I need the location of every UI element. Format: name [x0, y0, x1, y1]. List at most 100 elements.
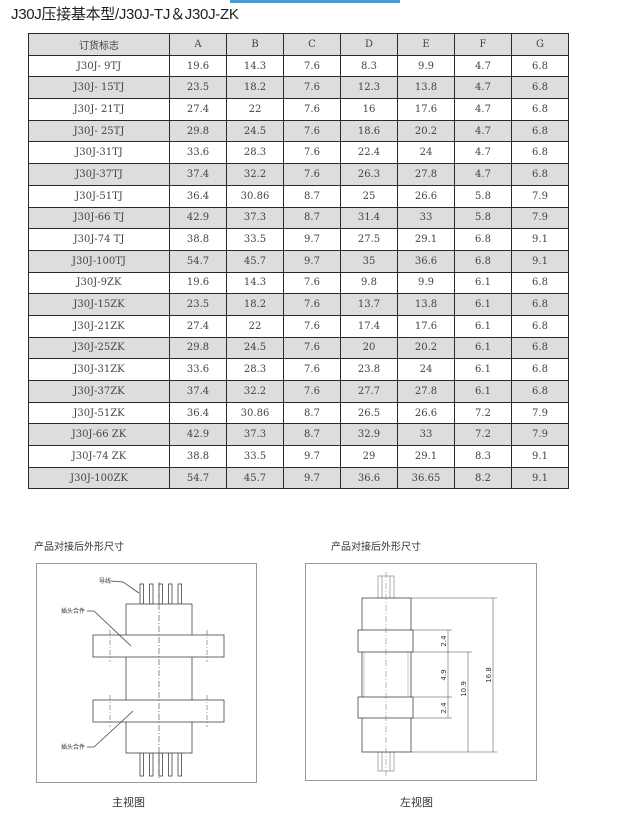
- table-row: J30J-74 ZK 38.8 33.5 9.7 29 29.1 8.3 9.1: [28, 445, 569, 468]
- dim-inner: 10.9: [460, 681, 468, 697]
- dimension-cell: 7.6: [283, 336, 341, 360]
- dimension-cell: 33: [397, 423, 455, 447]
- dimension-cell: 7.6: [283, 141, 341, 165]
- part-number-cell: J30J-100TJ: [28, 249, 170, 273]
- dimension-cell: 6.8: [511, 76, 569, 100]
- dimension-cell: 26.6: [397, 401, 455, 425]
- dimension-cell: 8.7: [283, 184, 341, 208]
- part-number-cell: J30J-9ZK: [28, 271, 170, 295]
- dimension-cell: 6.8: [511, 271, 569, 295]
- table-row: J30J-100TJ 54.7 45.7 9.7 35 36.6 6.8 9.1: [28, 249, 569, 273]
- dimension-cell: 7.6: [283, 76, 341, 100]
- table-row: J30J-25ZK 29.8 24.5 7.6 20 20.2 6.1 6.8: [28, 336, 569, 360]
- dimension-cell: 38.8: [169, 445, 227, 468]
- part-number-cell: J30J- 21TJ: [28, 98, 170, 121]
- part-number-cell: J30J-37ZK: [28, 380, 170, 403]
- part-number-cell: J30J-66 TJ: [28, 206, 170, 230]
- dimension-cell: 9.7: [283, 228, 341, 251]
- dimension-cell: 8.7: [283, 206, 341, 230]
- dimension-cell: 7.6: [283, 271, 341, 295]
- flange-bottom: [92, 699, 225, 723]
- dimension-cell: 22: [226, 314, 284, 338]
- part-number-cell: J30J-51TJ: [28, 184, 170, 208]
- flange-bottom: [357, 696, 414, 719]
- dimension-cell: 9.1: [511, 466, 569, 490]
- dimension-cell: 6.8: [511, 98, 569, 121]
- dimension-cell: 18.2: [226, 76, 284, 100]
- dimension-cell: 7.2: [454, 401, 512, 425]
- wires-top: [139, 583, 182, 605]
- dimension-cell: 8.2: [454, 466, 512, 490]
- plug-top-leader: [87, 610, 132, 647]
- dimension-cell: 4.7: [454, 76, 512, 100]
- part-number-cell: J30J-31TJ: [28, 141, 170, 165]
- dimension-cell: 32.9: [340, 423, 398, 447]
- wire: [177, 752, 182, 777]
- wire: [139, 583, 144, 605]
- plug-top-label: 插头合件: [61, 607, 85, 615]
- column-header: F: [454, 33, 512, 56]
- dimension-cell: 31.4: [340, 206, 398, 230]
- dimension-cell: 8.3: [454, 445, 512, 468]
- dimension-cell: 4.7: [454, 54, 512, 78]
- dimension-cell: 9.7: [283, 466, 341, 490]
- dimension-cell: 4.7: [454, 98, 512, 121]
- side-view-caption: 左视图: [400, 796, 433, 809]
- dimension-cell: 6.8: [511, 119, 569, 143]
- dimension-cell: 28.3: [226, 141, 284, 165]
- dimension-cell: 23.5: [169, 293, 227, 316]
- dimension-table: 订货标志 A B C D E F G J30J- 9TJ 19.6 14.3 7.6 8.3 9.9 4.…: [28, 33, 569, 490]
- dimension-cell: 6.8: [511, 163, 569, 186]
- table-row: J30J-66 ZK 42.9 37.3 8.7 32.9 33 7.2 7.9: [28, 423, 569, 447]
- part-number-cell: J30J- 9TJ: [28, 54, 170, 78]
- dimension-cell: 26.5: [340, 401, 398, 425]
- dimension-cell: 14.3: [226, 271, 284, 295]
- table-row: J30J-9ZK 19.6 14.3 7.6 9.8 9.9 6.1 6.8: [28, 271, 569, 295]
- dimension-cell: 24.5: [226, 336, 284, 360]
- dimension-cell: 36.6: [340, 466, 398, 490]
- dimension-cell: 5.8: [454, 184, 512, 208]
- cropped-banner: [230, 0, 400, 3]
- front-view-heading: 产品对接后外形尺寸: [34, 542, 124, 553]
- dimension-cell: 7.9: [511, 423, 569, 447]
- table-row: J30J-66 TJ 42.9 37.3 8.7 31.4 33 5.8 7.9: [28, 206, 569, 230]
- dimension-cell: 35: [340, 249, 398, 273]
- dimension-cell: 29.8: [169, 336, 227, 360]
- dimension-cell: 9.1: [511, 228, 569, 251]
- dimension-cell: 17.6: [397, 98, 455, 121]
- column-header: B: [226, 33, 284, 56]
- dimension-cell: 7.9: [511, 184, 569, 208]
- wire: [168, 752, 173, 777]
- dimension-cell: 7.6: [283, 98, 341, 121]
- side-view-drawing: 2.4 4.9 2.4 10.9 16.8: [305, 563, 537, 781]
- table-row: J30J-21ZK 27.4 22 7.6 17.4 17.6 6.1 6.8: [28, 314, 569, 338]
- dimension-cell: 13.8: [397, 76, 455, 100]
- dimension-cell: 7.6: [283, 163, 341, 186]
- table-row: J30J- 25TJ 29.8 24.5 7.6 18.6 20.2 4.7 6.8: [28, 119, 569, 143]
- dimension-cell: 6.1: [454, 336, 512, 360]
- wire: [177, 583, 182, 605]
- dimension-cell: 7.2: [454, 423, 512, 447]
- dimension-cell: 8.7: [283, 423, 341, 447]
- dimension-cell: 6.1: [454, 271, 512, 295]
- part-number-cell: J30J-37TJ: [28, 163, 170, 186]
- dimension-cell: 33.6: [169, 358, 227, 381]
- column-header: 订货标志: [28, 33, 170, 56]
- dimension-cell: 29: [340, 445, 398, 468]
- dimension-cell: 37.3: [226, 206, 284, 230]
- dimension-cell: 18.6: [340, 119, 398, 143]
- part-number-cell: J30J-25ZK: [28, 336, 170, 360]
- dimension-cell: 17.6: [397, 314, 455, 338]
- dimension-cell: 27.4: [169, 314, 227, 338]
- dimension-cell: 5.8: [454, 206, 512, 230]
- dimension-cell: 6.1: [454, 358, 512, 381]
- dimension-cell: 7.6: [283, 380, 341, 403]
- front-view-drawing: 导线 插头合件 插头合件: [36, 563, 257, 783]
- dimension-cell: 7.9: [511, 401, 569, 425]
- table-row: J30J-15ZK 23.5 18.2 7.6 13.7 13.8 6.1 6.8: [28, 293, 569, 316]
- dimension-cell: 29.1: [397, 228, 455, 251]
- dimension-cell: 37.4: [169, 380, 227, 403]
- dimension-cell: 36.4: [169, 401, 227, 425]
- part-number-cell: J30J-21ZK: [28, 314, 170, 338]
- wire: [149, 583, 154, 605]
